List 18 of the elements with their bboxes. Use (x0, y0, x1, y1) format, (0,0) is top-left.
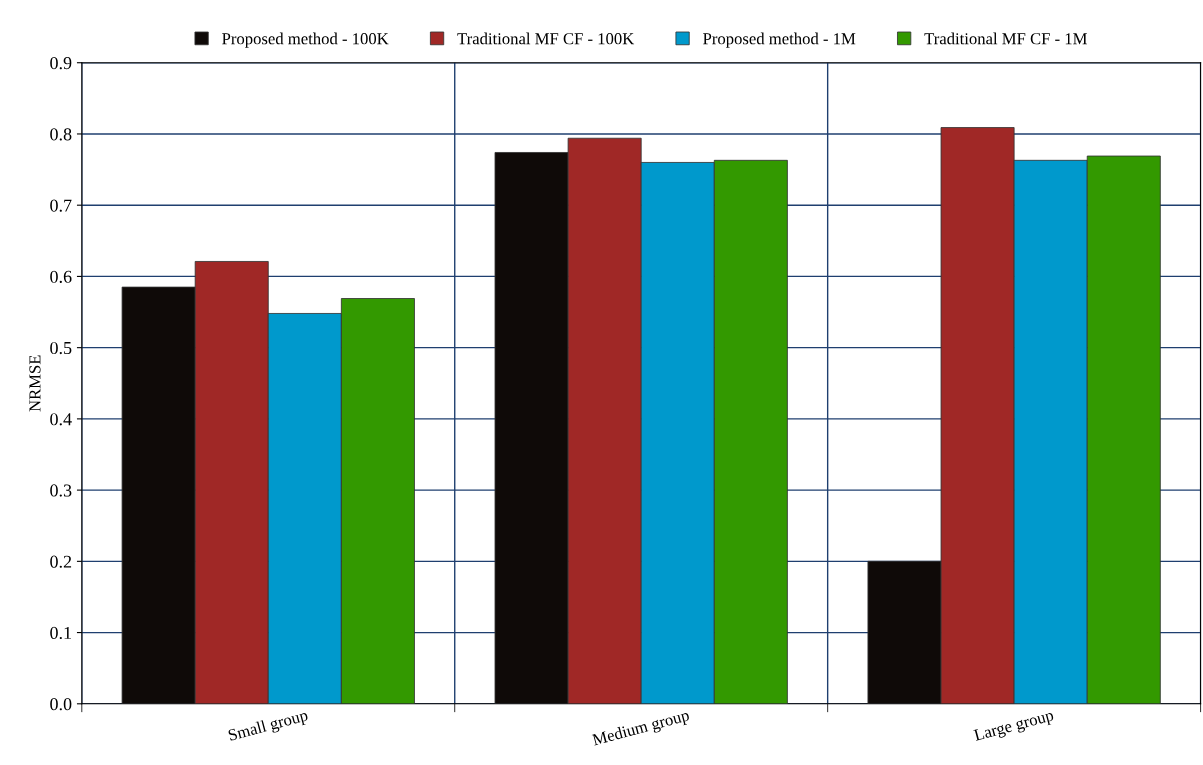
x-tick-label: Large group (973, 709, 1055, 745)
legend-label: Proposed method - 100K (222, 32, 389, 48)
y-axis-title: NRMSE (29, 355, 41, 412)
y-tick-label: 0.8 (50, 128, 72, 141)
y-tick-label: 0.9 (50, 56, 72, 70)
legend-label: Traditional MF CF - 100K (457, 32, 635, 45)
y-tick-label: 0.5 (50, 341, 72, 355)
y-tick-label: 0.4 (50, 413, 72, 426)
y-tick-label: 0.3 (50, 484, 72, 497)
y-tick-label: 0.6 (50, 270, 72, 283)
x-tick-label: Small group (227, 708, 310, 745)
x-tick-label: Medium group (591, 708, 691, 749)
y-tick-label: 0.2 (50, 555, 72, 568)
y-tick-label: 0.1 (50, 626, 71, 640)
y-tick-label: 0.0 (50, 698, 72, 711)
y-tick-label: 0.7 (50, 199, 72, 212)
legend-label: Traditional MF CF - 1M (924, 32, 1087, 45)
legend-label: Proposed method - 1M (703, 32, 856, 48)
